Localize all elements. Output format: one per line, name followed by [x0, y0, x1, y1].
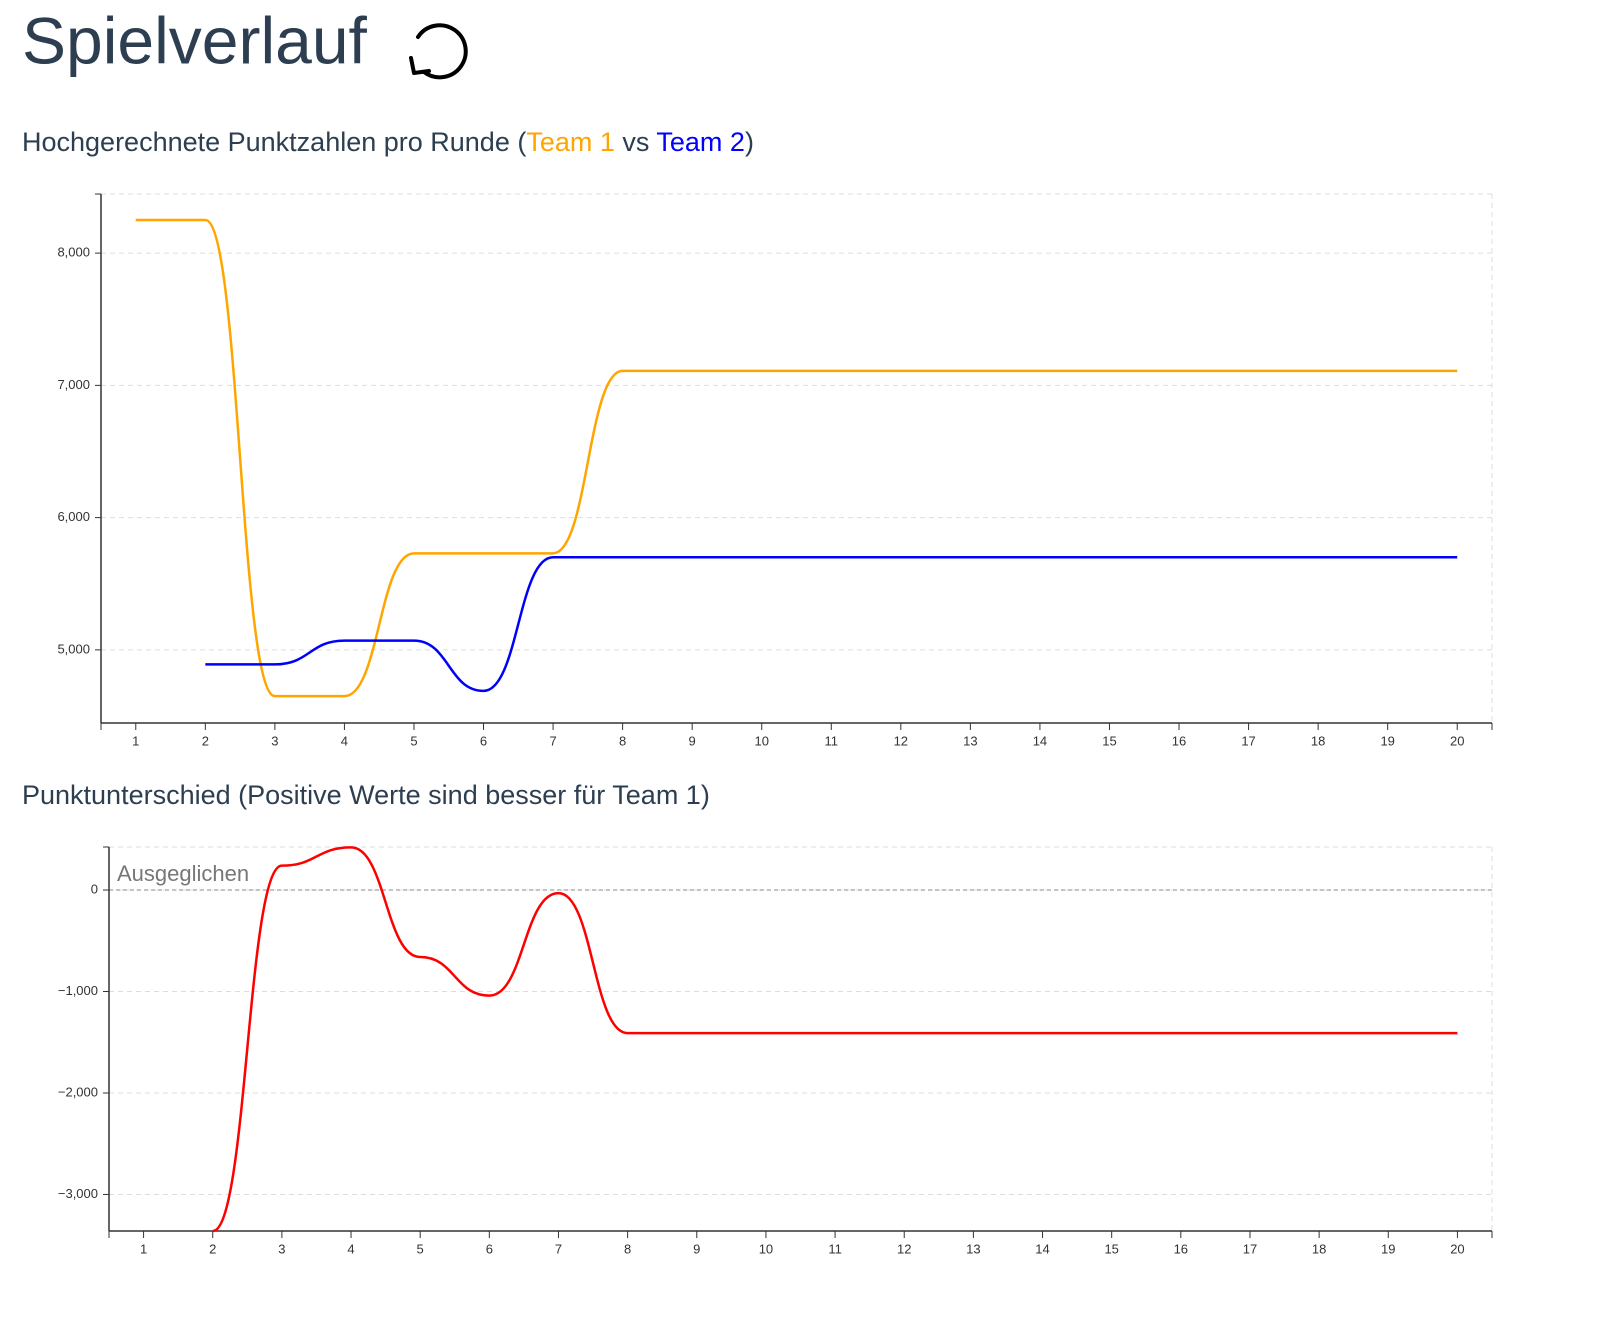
x-tick-label: 20: [1450, 1241, 1464, 1256]
x-tick-label: 2: [202, 733, 209, 748]
y-tick-label: −3,000: [58, 1186, 98, 1201]
y-tick-label: 5,000: [57, 641, 90, 656]
title-text: ): [745, 127, 754, 157]
x-tick-label: 13: [963, 733, 977, 748]
x-tick-label: 17: [1243, 1241, 1257, 1256]
y-tick-label: −2,000: [58, 1084, 98, 1099]
y-tick-label: 7,000: [57, 377, 90, 392]
x-tick-label: 8: [619, 733, 626, 748]
x-tick-label: 18: [1311, 733, 1325, 748]
x-tick-label: 5: [417, 1241, 424, 1256]
x-tick-label: 5: [410, 733, 417, 748]
x-tick-label: 10: [754, 733, 768, 748]
x-tick-label: 19: [1380, 733, 1394, 748]
x-tick-label: 10: [759, 1241, 773, 1256]
x-tick-label: 12: [894, 733, 908, 748]
x-tick-label: 15: [1104, 1241, 1118, 1256]
chart-title: Hochgerechnete Punktzahlen pro Runde (Te…: [22, 127, 754, 157]
x-tick-label: 6: [486, 1241, 493, 1256]
x-tick-label: 19: [1381, 1241, 1395, 1256]
x-tick-label: 1: [132, 733, 139, 748]
refresh-arc: [416, 23, 468, 80]
chart-title: Punktunterschied (Positive Werte sind be…: [22, 780, 710, 810]
x-tick-label: 9: [693, 1241, 700, 1256]
x-tick-label: 12: [897, 1241, 911, 1256]
x-tick-label: 7: [555, 1241, 562, 1256]
x-tick-label: 7: [549, 733, 556, 748]
x-tick-label: 3: [271, 733, 278, 748]
x-tick-label: 2: [209, 1241, 216, 1256]
legend-entry: Team 1: [526, 127, 615, 157]
refresh-arrow: [409, 56, 431, 75]
series-line: [212, 846, 1458, 1233]
x-tick-label: 14: [1035, 1241, 1049, 1256]
x-tick-label: 6: [480, 733, 487, 748]
title-text: Hochgerechnete Punktzahlen pro Runde (: [22, 127, 526, 157]
x-tick-label: 16: [1172, 733, 1186, 748]
x-tick-label: 14: [1033, 733, 1047, 748]
x-tick-label: 8: [624, 1241, 631, 1256]
annotation: Ausgeglichen: [117, 861, 249, 886]
x-tick-label: 16: [1174, 1241, 1188, 1256]
x-tick-label: 9: [689, 733, 696, 748]
series-line: [205, 556, 1458, 693]
title-text: vs: [615, 127, 657, 157]
x-tick-label: 17: [1241, 733, 1255, 748]
page-title: Spielverlauf: [22, 3, 368, 77]
x-tick-label: 15: [1102, 733, 1116, 748]
x-tick-label: 18: [1312, 1241, 1326, 1256]
x-tick-label: 4: [347, 1241, 354, 1256]
refresh-icon[interactable]: [409, 23, 468, 80]
x-tick-label: 11: [828, 1241, 842, 1256]
y-tick-label: −1,000: [58, 983, 98, 998]
legend-entry: Team 2: [656, 127, 745, 157]
x-tick-label: 3: [278, 1241, 285, 1256]
x-tick-label: 1: [140, 1241, 147, 1256]
x-tick-label: 4: [341, 733, 348, 748]
series-line: [135, 218, 1458, 698]
x-tick-label: 20: [1450, 733, 1464, 748]
x-tick-label: 13: [966, 1241, 980, 1256]
y-tick-label: 6,000: [57, 509, 90, 524]
x-tick-label: 11: [825, 733, 839, 748]
y-tick-label: 8,000: [57, 245, 90, 260]
y-tick-label: 0: [91, 881, 98, 896]
